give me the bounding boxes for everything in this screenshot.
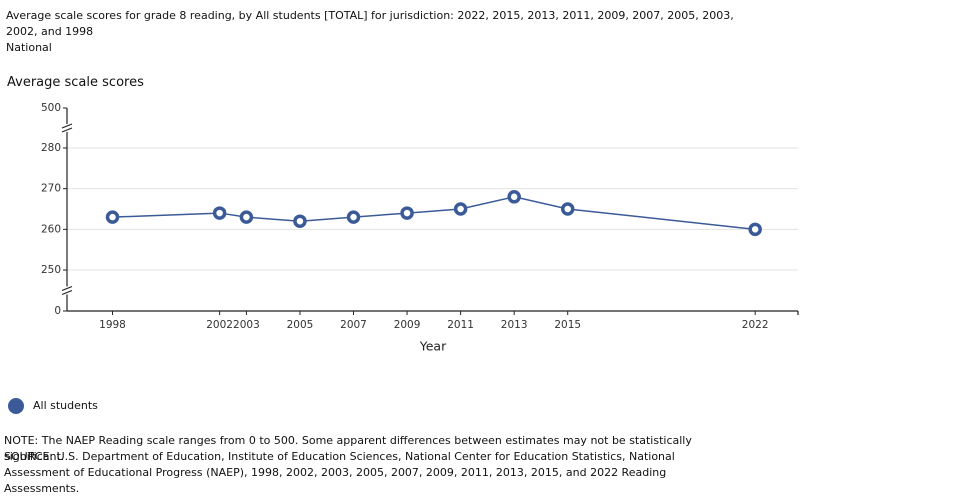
data-point bbox=[748, 222, 762, 237]
x-tick-label: 2002 bbox=[206, 319, 233, 331]
data-point bbox=[346, 210, 361, 224]
source: SOURCE: U.S. Department of Education, In… bbox=[4, 450, 675, 495]
data-point bbox=[453, 202, 468, 216]
x-tick-label: 2013 bbox=[501, 319, 528, 331]
y-axis-label: Average scale scores bbox=[7, 75, 144, 90]
x-tick-label: 2003 bbox=[233, 319, 260, 331]
data-point bbox=[105, 210, 120, 224]
x-tick-label: 2022 bbox=[742, 319, 769, 331]
legend-label: All students bbox=[33, 399, 98, 412]
data-point bbox=[400, 206, 414, 220]
x-tick-label: 2015 bbox=[554, 319, 581, 331]
y-tick-label: 250 bbox=[41, 264, 61, 276]
y-tick-label: 280 bbox=[41, 142, 61, 154]
x-tick-label: 1998 bbox=[99, 319, 126, 331]
axis-break bbox=[61, 123, 73, 133]
series-line bbox=[112, 196, 756, 231]
x-tick-label: 2009 bbox=[394, 319, 421, 331]
legend-marker bbox=[8, 398, 24, 414]
data-point bbox=[239, 210, 254, 224]
x-axis-label: Year bbox=[419, 339, 447, 354]
y-tick-label: 500 bbox=[41, 102, 61, 114]
chart-title: Average scale scores for grade 8 reading… bbox=[6, 9, 734, 38]
note: NOTE: The NAEP Reading scale ranges from… bbox=[4, 434, 692, 463]
axis-break bbox=[61, 285, 73, 296]
y-tick-label: 260 bbox=[41, 223, 61, 235]
y-tick-label: 0 bbox=[54, 305, 61, 317]
data-point bbox=[293, 214, 307, 228]
x-tick-label: 2005 bbox=[287, 319, 314, 331]
chart-subtitle: National bbox=[6, 41, 52, 54]
x-tick-label: 2011 bbox=[447, 319, 474, 331]
data-point bbox=[212, 206, 227, 220]
data-point bbox=[507, 190, 521, 204]
y-tick-label: 270 bbox=[41, 183, 61, 195]
data-point bbox=[560, 202, 575, 216]
x-tick-label: 2007 bbox=[340, 319, 367, 331]
